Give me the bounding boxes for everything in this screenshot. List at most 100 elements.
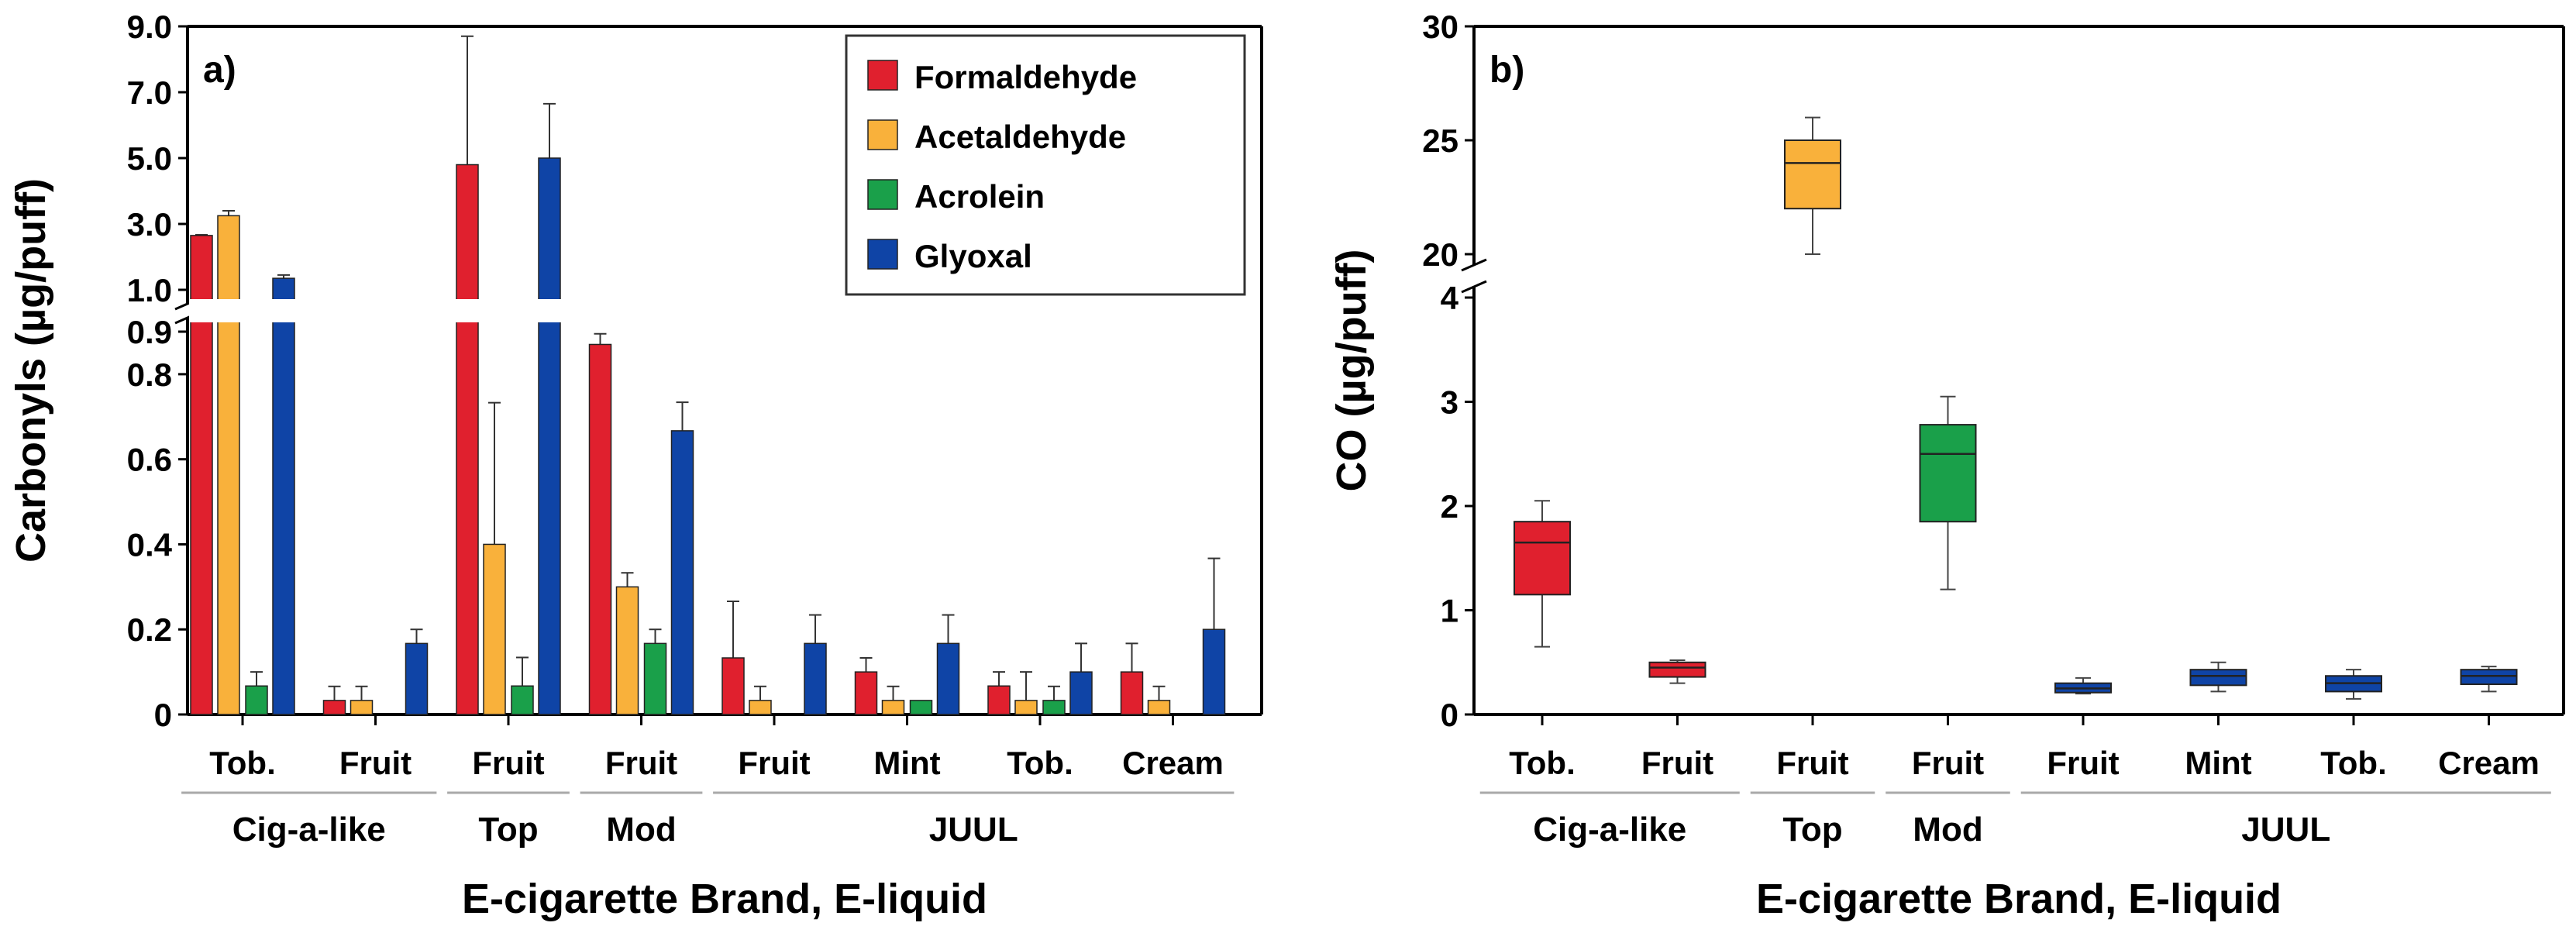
panel-b-group-label: Mod xyxy=(1913,811,1982,849)
bar-axis-break-gap xyxy=(189,299,214,322)
bar-axis-break-gap xyxy=(271,299,296,322)
panel-b-y-tick-label: 0 xyxy=(1441,697,1458,733)
panel-label: a) xyxy=(203,50,236,91)
panel-a-y-axis-title: Carbonyls (µg/puff) xyxy=(8,178,54,563)
panel-b-axis-break-mark xyxy=(1461,258,1487,272)
panel-b-x-tick-label: Tob. xyxy=(2320,745,2387,781)
panel-b-y-tick-label: 25 xyxy=(1422,122,1458,159)
panel-b-y-tick-label: 30 xyxy=(1422,9,1458,45)
panel-a-y-tick-label: 0.8 xyxy=(127,356,172,393)
bar-acetaldehyde xyxy=(1014,700,1038,715)
bar-formaldehyde xyxy=(987,685,1011,715)
panel-a-y-tick-label: 0.6 xyxy=(127,442,172,478)
bar-acetaldehyde xyxy=(615,586,639,715)
box-iqr xyxy=(1514,521,1571,596)
panel-b-y-tick-label: 20 xyxy=(1422,236,1458,273)
panel-b-group-label: Cig-a-like xyxy=(1533,811,1686,849)
bar-glyoxal xyxy=(804,642,827,715)
panel-a-x-axis-title: E-cigarette Brand, E-liquid xyxy=(462,876,987,922)
bar-formaldehyde xyxy=(588,343,612,715)
panel-a-y-tick-label: 7.0 xyxy=(127,74,172,111)
panel-a-x-tick-label: Fruit xyxy=(605,745,677,781)
bar-glyoxal xyxy=(538,157,561,715)
bar-acrolein xyxy=(1042,700,1066,715)
panel-b-group-label: JUUL xyxy=(2241,811,2330,849)
panel-a-y-tick-label: 0.2 xyxy=(127,611,172,648)
panel-a-y-tick-label: 0.4 xyxy=(127,526,173,563)
panel-b-x-tick-label: Cream xyxy=(2438,745,2540,781)
panel-a-x-tick-label: Mint xyxy=(873,745,940,781)
panel-b-x-tick-label: Fruit xyxy=(1776,745,1848,781)
panel-b-x-tick-label: Tob. xyxy=(1509,745,1576,781)
legend-swatch-glyoxal xyxy=(867,239,898,270)
panel-label: b) xyxy=(1489,50,1524,91)
bar-formaldehyde xyxy=(721,657,745,715)
bar-glyoxal xyxy=(936,642,960,715)
panel-b-x-tick-label: Mint xyxy=(2185,745,2251,781)
bar-formaldehyde xyxy=(322,700,346,715)
panel-a-x-tick-label: Tob. xyxy=(209,745,276,781)
box-iqr xyxy=(1919,424,1977,523)
box-iqr xyxy=(1784,139,1841,210)
panel-a-x-tick-label: Fruit xyxy=(339,745,412,781)
bar-acrolein xyxy=(245,685,268,715)
legend-swatch-formaldehyde xyxy=(867,60,898,91)
bar-glyoxal xyxy=(272,277,295,715)
panel-b-y-axis-title: CO (µg/puff) xyxy=(1328,249,1375,491)
bar-glyoxal xyxy=(670,430,694,715)
bar-acetaldehyde xyxy=(217,215,240,715)
legend-label-acetaldehyde: Acetaldehyde xyxy=(914,119,1126,155)
box-iqr xyxy=(2189,669,2247,687)
panel-b-x-tick-label: Fruit xyxy=(2047,745,2119,781)
panel-b-group-label: Top xyxy=(1782,811,1842,849)
bar-acrolein xyxy=(643,642,667,715)
panel-a-group-label: Mod xyxy=(606,811,676,849)
panel-a-y-tick-label: 0.9 xyxy=(127,314,172,350)
panel-b-y-tick-label: 4 xyxy=(1441,280,1459,316)
legend: Formaldehyde Acetaldehyde Acrolein Glyoxal xyxy=(845,34,1246,296)
legend-swatch-acetaldehyde xyxy=(867,119,898,150)
bar-axis-break-gap xyxy=(216,299,241,322)
panel-a-x-tick-label: Fruit xyxy=(472,745,544,781)
bar-acrolein xyxy=(511,685,534,715)
bar-glyoxal xyxy=(1069,671,1093,715)
panel-b-x-axis-title: E-cigarette Brand, E-liquid xyxy=(1756,876,2282,922)
legend-swatch-acrolein xyxy=(867,179,898,210)
panel-a-y-tick-label: 0 xyxy=(154,697,172,733)
bar-glyoxal xyxy=(405,642,429,715)
legend-label-glyoxal: Glyoxal xyxy=(914,238,1032,274)
panel-a-y-tick-label: 3.0 xyxy=(127,206,172,243)
panel-a-x-tick-label: Tob. xyxy=(1007,745,1073,781)
panel-a-y-tick-label: 1.0 xyxy=(127,272,172,308)
panel-b-axis-break-mark xyxy=(1461,280,1487,294)
bar-glyoxal xyxy=(1202,628,1226,715)
legend-box xyxy=(845,34,1246,296)
bar-acetaldehyde xyxy=(1147,700,1171,715)
panel-b-y-tick-label: 2 xyxy=(1441,488,1458,525)
bar-axis-break-gap xyxy=(537,299,562,322)
box-iqr xyxy=(2460,669,2518,685)
bar-formaldehyde xyxy=(1120,671,1144,715)
bar-formaldehyde xyxy=(456,164,479,715)
bar-acetaldehyde xyxy=(350,700,374,715)
bar-acetaldehyde xyxy=(483,543,506,715)
panel-b-x-tick-label: Fruit xyxy=(1912,745,1984,781)
panel-a-y-tick-label: 9.0 xyxy=(127,9,172,45)
panel-a-x-tick-label: Cream xyxy=(1122,745,1224,781)
bar-formaldehyde xyxy=(854,671,878,715)
legend-label-acrolein: Acrolein xyxy=(914,178,1045,215)
panel-a-carbonyls-bar-chart: 0 0.2 0.4 0.6 0.8 0.9 1.0 3.0 5.0 7.0 9.0 Formaldeh… xyxy=(8,9,1263,922)
bar-acetaldehyde xyxy=(881,700,905,715)
panel-b-y-tick-label: 3 xyxy=(1441,384,1458,421)
legend-label-formaldehyde: Formaldehyde xyxy=(914,59,1137,95)
panel-a-group-label: JUUL xyxy=(929,811,1018,849)
box-iqr xyxy=(1648,661,1706,678)
panel-b-co-box-plot: 0 1 2 3 4 20 25 30 b) CO (µg/puff) Tob. Fruit Fruit F… xyxy=(1328,9,2565,922)
panel-a-group-label: Top xyxy=(478,811,538,849)
panel-a-y-tick-label: 5.0 xyxy=(127,140,172,177)
panel-a-x-tick-label: Fruit xyxy=(738,745,810,781)
bar-axis-break-gap xyxy=(455,299,480,322)
bar-acrolein xyxy=(909,700,933,715)
panel-b-x-tick-label: Fruit xyxy=(1641,745,1713,781)
